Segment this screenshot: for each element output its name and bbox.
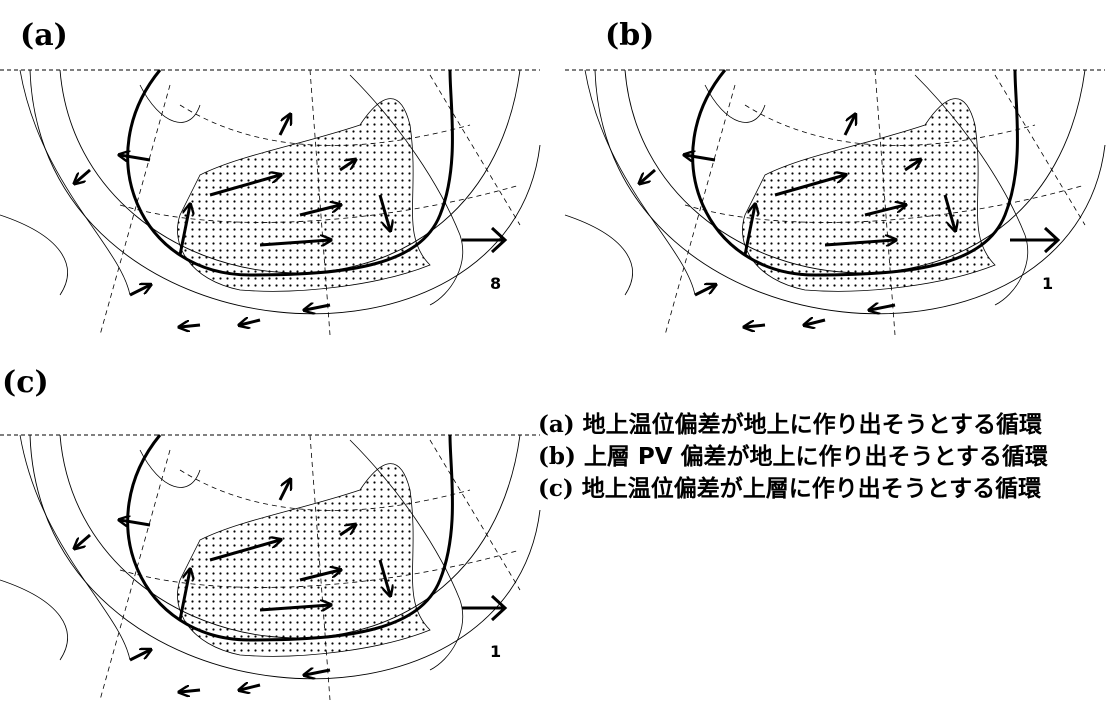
caption-text: 地上温位偏差が上層に作り出そうとする循環 — [582, 474, 1052, 504]
caption-tag: (a) — [538, 410, 575, 440]
map-c — [0, 435, 540, 700]
caption-tag: (b) — [538, 442, 576, 472]
scale-label: 1 — [1042, 274, 1053, 293]
caption-text: 上層 PV 偏差が地上に作り出そうとする循環 — [584, 442, 1054, 472]
panel-label: (b) — [605, 18, 654, 53]
caption-text: 地上温位偏差が地上に作り出そうとする循環 — [583, 410, 1053, 440]
scale-label: 8 — [490, 274, 501, 293]
map-b — [565, 70, 1105, 335]
figure: (a) (b) (c) 8 1 1 — [0, 0, 1112, 702]
caption-item: (b) 上層 PV 偏差が地上に作り出そうとする循環 — [538, 442, 1110, 472]
panel-label: (c) — [2, 365, 49, 400]
scale-label: 1 — [490, 642, 501, 661]
page: {"panels": [ {"label": "(a)", "scale_lab… — [0, 0, 1112, 702]
caption-tag: (c) — [538, 474, 574, 504]
caption: (a) 地上温位偏差が地上に作り出そうとする循環 (b) 上層 PV 偏差が地上に作… — [538, 410, 1110, 506]
map-a — [0, 70, 540, 335]
panel-label: (a) — [20, 18, 68, 53]
caption-item: (c) 地上温位偏差が上層に作り出そうとする循環 — [538, 474, 1110, 504]
caption-item: (a) 地上温位偏差が地上に作り出そうとする循環 — [538, 410, 1110, 440]
